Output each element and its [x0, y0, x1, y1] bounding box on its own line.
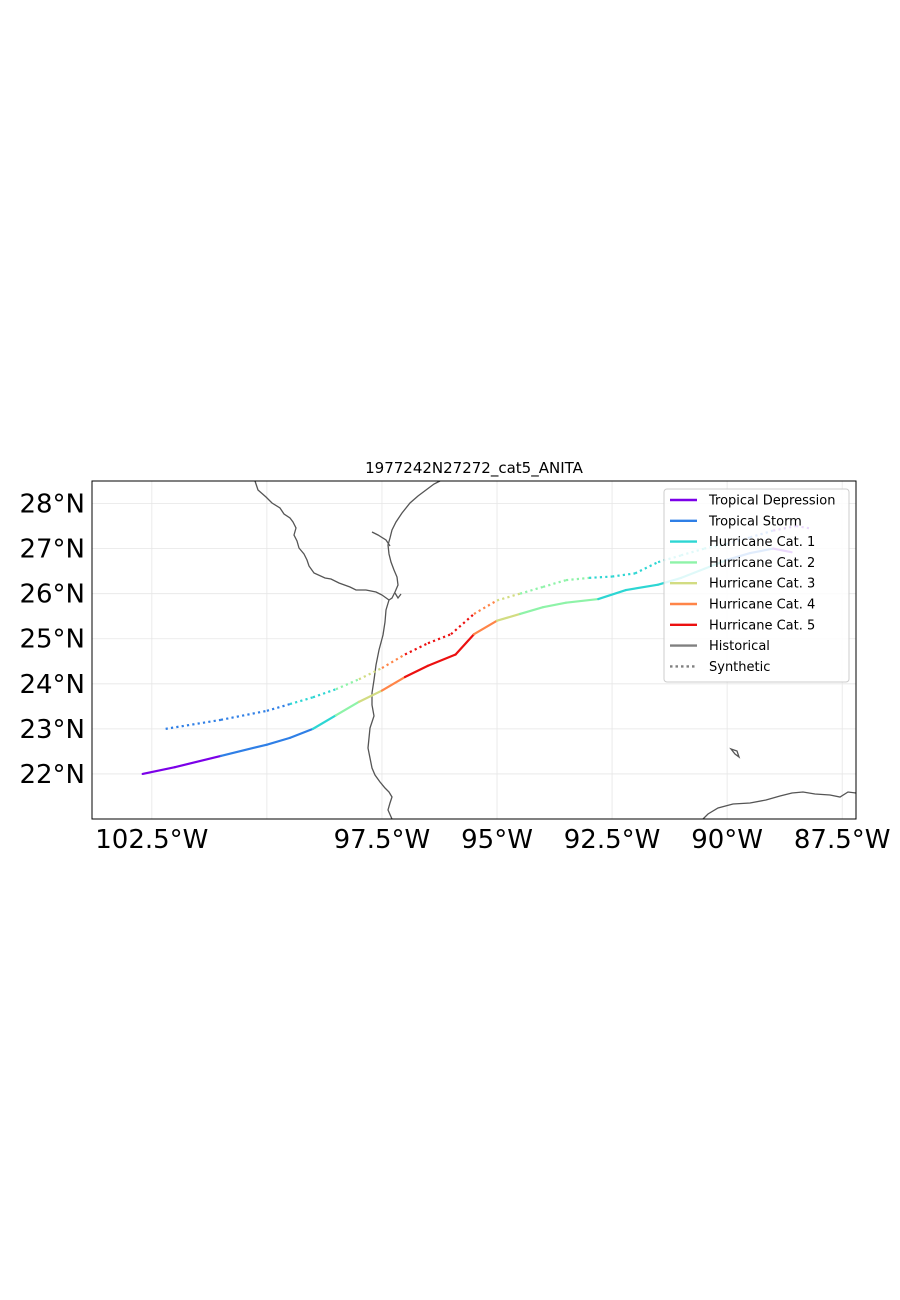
x-tick-label: 87.5°W [794, 825, 891, 855]
historical-track-segment [265, 736, 292, 746]
storm-tracks [141, 524, 811, 776]
legend-label: Historical [709, 639, 770, 654]
x-tick-label: 97.5°W [334, 825, 431, 855]
synthetic-track-segment [496, 592, 521, 602]
coastline [254, 481, 856, 819]
synthetic-track-segment [335, 678, 360, 691]
historical-track-segment [472, 619, 499, 636]
y-tick-label: 27°N [19, 535, 85, 565]
synthetic-track-segment [312, 688, 337, 699]
chart-title: 1977242N27272_cat5_ANITA [365, 459, 584, 478]
legend-label: Hurricane Cat. 2 [709, 556, 815, 571]
x-axis-ticks: 102.5°W 97.5°W 95°W 92.5°W 90°W 87.5°W [95, 825, 890, 855]
synthetic-track-segment [634, 561, 659, 575]
historical-track-segment [357, 689, 384, 703]
historical-track-segment [495, 612, 522, 622]
legend-label: Hurricane Cat. 4 [709, 598, 815, 613]
legend-label: Tropical Storm [708, 514, 802, 529]
x-tick-label: 90°W [691, 825, 763, 855]
synthetic-track-segment [266, 703, 291, 712]
y-tick-label: 28°N [19, 490, 85, 520]
historical-track-segment [141, 766, 176, 776]
legend-label: Synthetic [709, 660, 770, 675]
synthetic-track-segment [220, 709, 268, 721]
historical-track-segment [311, 714, 338, 730]
historical-track-segment [597, 588, 627, 601]
historical-track-segment [288, 727, 315, 739]
y-tick-label: 22°N [19, 760, 85, 790]
x-tick-label: 95°W [461, 825, 533, 855]
synthetic-track-segment [289, 696, 314, 706]
y-tick-label: 23°N [19, 715, 85, 745]
synthetic-track-segment [611, 572, 636, 578]
x-tick-label: 92.5°W [564, 825, 661, 855]
alacranes-reef [729, 747, 741, 759]
historical-track-segment [219, 743, 268, 758]
historical-track-segment [564, 597, 600, 604]
mexico-coast-line [367, 599, 393, 819]
synthetic-track-segment [404, 642, 429, 656]
plot-frame [91, 480, 857, 820]
y-tick-label: 24°N [19, 670, 85, 700]
y-axis-ticks: 22°N 23°N 24°N 25°N 26°N 27°N 28°N [19, 490, 85, 790]
synthetic-track-segment [450, 613, 475, 636]
synthetic-track-segment [588, 575, 613, 579]
legend-label: Hurricane Cat. 3 [709, 577, 815, 592]
synthetic-track-segment [381, 653, 406, 669]
y-tick-label: 25°N [19, 625, 85, 655]
legend-label: Hurricane Cat. 5 [709, 618, 815, 633]
synthetic-track-segment [542, 579, 567, 588]
yucatan-coast-line [702, 791, 856, 819]
x-tick-label: 102.5°W [95, 825, 208, 855]
historical-track-segment [541, 601, 568, 609]
historical-track-segment [518, 606, 545, 616]
legend-label: Tropical Depression [708, 494, 835, 509]
synthetic-track-segment [165, 718, 222, 730]
historical-track-segment [173, 754, 222, 769]
legend: Tropical Depression Tropical Storm Hurrica… [663, 488, 850, 683]
legend-box [663, 488, 850, 683]
y-tick-label: 26°N [19, 580, 85, 610]
bolivar-peninsula [371, 531, 391, 547]
synthetic-track-segment [358, 667, 383, 681]
historical-track-segment [454, 633, 476, 656]
gulf-coast-line [254, 481, 441, 601]
synthetic-track-segment [427, 633, 452, 645]
synthetic-track-segment [473, 599, 498, 615]
historical-track-segment [403, 664, 430, 679]
historical-track-segment [334, 700, 361, 717]
synthetic-track-segment [565, 576, 590, 582]
synthetic-track-segment [519, 585, 544, 595]
historical-track-segment [624, 583, 660, 592]
historical-track-segment [380, 675, 407, 692]
matagorda-bay [394, 592, 402, 600]
legend-label: Hurricane Cat. 1 [709, 535, 815, 550]
historical-track-segment [426, 653, 457, 667]
